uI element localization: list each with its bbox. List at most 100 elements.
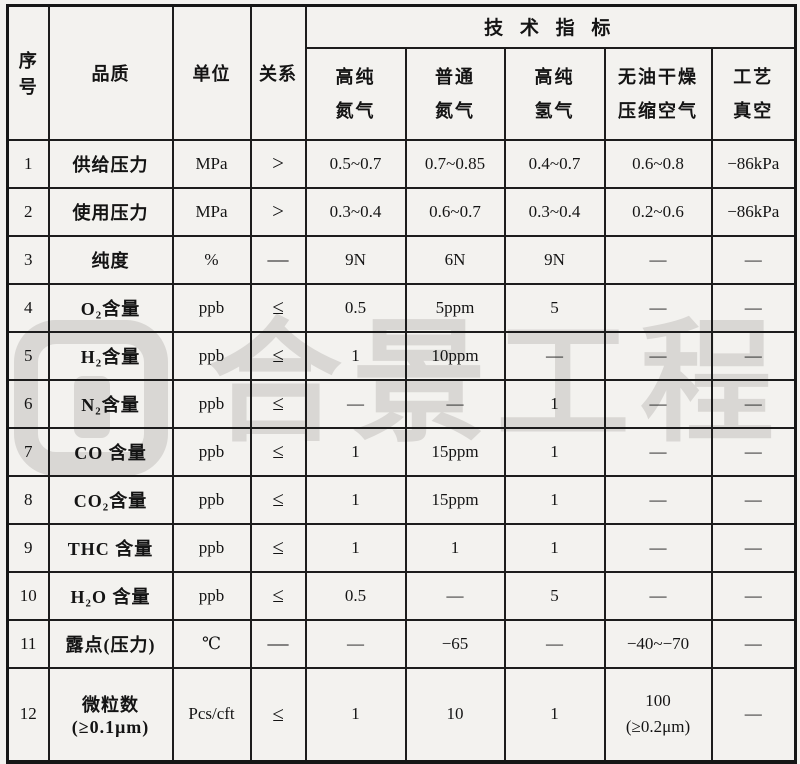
value-cell: — (603, 474, 713, 525)
relation-cell: — (249, 234, 307, 285)
row-number-cell: 3 (6, 234, 50, 285)
quality-cell: H₂含量 (47, 330, 174, 381)
value-cell: 0.4~0.7 (503, 138, 606, 189)
relation-cell: > (249, 138, 307, 189)
table-row: 7 CO 含量 ppb ≤1 15ppm 1— — (6, 426, 797, 477)
value-cell: 0.5~0.7 (304, 138, 407, 189)
value-cell: 5 (503, 282, 606, 333)
table-row: 4 O₂含量 ppb ≤0.5 5ppm 5— — (6, 282, 797, 333)
unit-cell: ℃ (171, 618, 252, 669)
value-cell: −40~−70 (603, 618, 713, 669)
quality-cell: CO 含量 (47, 426, 174, 477)
value-cell: 1 (304, 426, 407, 477)
relation-cell: > (249, 186, 307, 237)
value-cell: — (710, 282, 797, 333)
value-cell: 15ppm (404, 474, 506, 525)
value-cell: — (710, 330, 797, 381)
quality-cell: CO₂含量 (47, 474, 174, 525)
table-row: 5 H₂含量 ppb ≤1 10ppm — — — (6, 330, 797, 381)
header-col-relation: 关系 (249, 4, 307, 141)
table-row: 9 THC 含量 ppb ≤1 1 1— — (6, 522, 797, 573)
row-number-cell: 2 (6, 186, 50, 237)
value-cell: −86kPa (710, 138, 797, 189)
value-cell: — (603, 378, 713, 429)
value-cell: — (710, 426, 797, 477)
value-cell: 1 (304, 522, 407, 573)
value-cell: — (503, 330, 606, 381)
unit-cell: ppb (171, 426, 252, 477)
quality-cell: 露点(压力) (47, 618, 174, 669)
row-number-cell: 4 (6, 282, 50, 333)
row-number-cell: 12 (6, 666, 50, 763)
value-cell: 10ppm (404, 330, 506, 381)
value-cell: 5 (503, 570, 606, 621)
unit-cell: ppb (171, 474, 252, 525)
quality-cell: THC 含量 (47, 522, 174, 573)
header-gas-column: 普通 氮气 (404, 46, 506, 141)
value-cell: 1 (304, 330, 407, 381)
value-cell: 100 (≥0.2μm) (603, 666, 713, 763)
value-cell: 1 (304, 666, 407, 763)
value-cell: — (503, 618, 606, 669)
quality-cell: 供给压力 (47, 138, 174, 189)
relation-cell: ≤ (249, 570, 307, 621)
unit-cell: ppb (171, 522, 252, 573)
unit-cell: ppb (171, 330, 252, 381)
value-cell: −86kPa (710, 186, 797, 237)
table-row: 2 使用压力 MPa >0.3~0.4 0.6~0.7 0.3~0.4 0.2~0.6 −86… (6, 186, 797, 237)
value-cell: 5ppm (404, 282, 506, 333)
value-cell: — (603, 282, 713, 333)
value-cell: — (603, 426, 713, 477)
row-number-cell: 9 (6, 522, 50, 573)
value-cell: — (603, 330, 713, 381)
value-cell: 0.6~0.8 (603, 138, 713, 189)
header-tech-indicators: 技 术 指 标 (304, 4, 797, 49)
row-number-cell: 8 (6, 474, 50, 525)
table-row: 1 供给压力 MPa >0.5~0.7 0.7~0.85 0.4~0.7 0.6~0.8 −8… (6, 138, 797, 189)
relation-cell: ≤ (249, 474, 307, 525)
row-number-cell: 5 (6, 330, 50, 381)
value-cell: 0.6~0.7 (404, 186, 506, 237)
value-cell: — (404, 570, 506, 621)
row-number-cell: 10 (6, 570, 50, 621)
value-cell: 1 (304, 474, 407, 525)
header-gas-column: 工艺 真空 (710, 46, 797, 141)
table-row: 8 CO₂含量 ppb ≤1 15ppm 1— — (6, 474, 797, 525)
value-cell: 15ppm (404, 426, 506, 477)
value-cell: — (304, 618, 407, 669)
header-col-no: 序号 (6, 4, 50, 141)
table-row: 3 纯度% —9N 6N 9N — — (6, 234, 797, 285)
gas-spec-table: 序号 品质 单位 关系 技 术 指 标 高纯 氮气 普通 氮气 高纯 氢气 无油干燥 … (6, 4, 798, 764)
unit-cell: MPa (171, 138, 252, 189)
row-number-cell: 6 (6, 378, 50, 429)
value-cell: — (710, 618, 797, 669)
relation-cell: ≤ (249, 522, 307, 573)
relation-cell: ≤ (249, 378, 307, 429)
value-cell: — (603, 570, 713, 621)
quality-cell: 微粒数 (≥0.1μm) (47, 666, 174, 763)
quality-cell: 纯度 (47, 234, 174, 285)
header-col-quality: 品质 (47, 4, 174, 141)
value-cell: 0.7~0.85 (404, 138, 506, 189)
header-gas-column: 高纯 氢气 (503, 46, 606, 141)
value-cell: 0.2~0.6 (603, 186, 713, 237)
unit-cell: MPa (171, 186, 252, 237)
value-cell: −65 (404, 618, 506, 669)
value-cell: 0.5 (304, 570, 407, 621)
value-cell: — (304, 378, 407, 429)
quality-cell: O₂含量 (47, 282, 174, 333)
header-gas-column: 无油干燥 压缩空气 (603, 46, 713, 141)
value-cell: 1 (503, 426, 606, 477)
quality-cell: H₂O 含量 (47, 570, 174, 621)
value-cell: — (710, 378, 797, 429)
row-number-cell: 11 (6, 618, 50, 669)
value-cell: — (710, 474, 797, 525)
value-cell: — (710, 522, 797, 573)
row-number-cell: 7 (6, 426, 50, 477)
header-col-unit: 单位 (171, 4, 252, 141)
value-cell: 10 (404, 666, 506, 763)
value-cell: — (710, 234, 797, 285)
value-cell: 9N (304, 234, 407, 285)
quality-cell: 使用压力 (47, 186, 174, 237)
